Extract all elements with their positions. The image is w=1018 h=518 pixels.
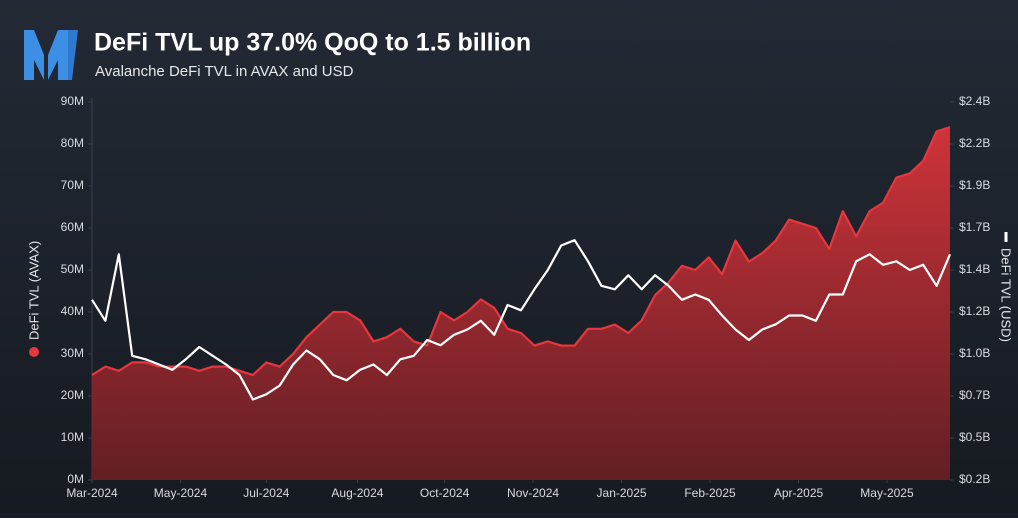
y2-tick-label: $1.7B [959, 220, 990, 234]
y-tick-label: 20M [61, 388, 84, 402]
x-tick-label: May-2025 [860, 486, 914, 500]
y2-tick-label: $1.4B [959, 262, 990, 276]
y2-tick-label: $0.5B [959, 430, 990, 444]
y2-axis-title: DeFi TVL (USD) [999, 232, 1014, 342]
y-tick-label: 90M [61, 94, 84, 108]
y2-tick-label: $1.9B [959, 178, 990, 192]
chart-title: DeFi TVL up 37.0% QoQ to 1.5 billion [94, 29, 531, 57]
y-tick-label: 80M [61, 136, 84, 150]
y-tick-label: 30M [61, 346, 84, 360]
x-tick-label: Aug-2024 [331, 486, 383, 500]
x-tick-label: Oct-2024 [420, 486, 470, 500]
x-tick-label: Nov-2024 [507, 486, 559, 500]
y-tick-label: 50M [61, 262, 84, 276]
x-tick-label: May-2024 [154, 486, 208, 500]
line [91, 239, 952, 401]
y2-tick-label: $0.2B [959, 472, 990, 486]
y-tick-label: 10M [61, 430, 84, 444]
y2-tick-label: $1.0B [959, 346, 990, 360]
legend-label: DeFi TVL (USD) [999, 248, 1014, 342]
x-tick-label: Apr-2025 [774, 486, 824, 500]
y-tick-label: 70M [61, 178, 84, 192]
logo [24, 30, 78, 80]
y2-tick-label: $1.2B [959, 304, 990, 318]
chart-subtitle: Avalanche DeFi TVL in AVAX and USD [95, 63, 354, 80]
y-tick-label: 40M [61, 304, 84, 318]
legend-label: DeFi TVL (AVAX) [26, 241, 41, 340]
x-tick-label: Jan-2025 [597, 486, 647, 500]
legend-swatch [29, 347, 39, 357]
y2-tick-label: $2.2B [959, 136, 990, 150]
y2-tick-label: $0.7B [959, 388, 990, 402]
x-tick-label: Jul-2024 [243, 486, 289, 500]
y-tick-label: 0M [67, 472, 84, 486]
x-tick-label: Feb-2025 [684, 486, 736, 500]
x-tick-label: Mar-2024 [66, 486, 118, 500]
area [92, 127, 950, 480]
y2-tick-label: $2.4B [959, 94, 990, 108]
y-axis-title: DeFi TVL (AVAX) [26, 241, 41, 357]
line [91, 126, 951, 377]
y-tick-label: 60M [61, 220, 84, 234]
